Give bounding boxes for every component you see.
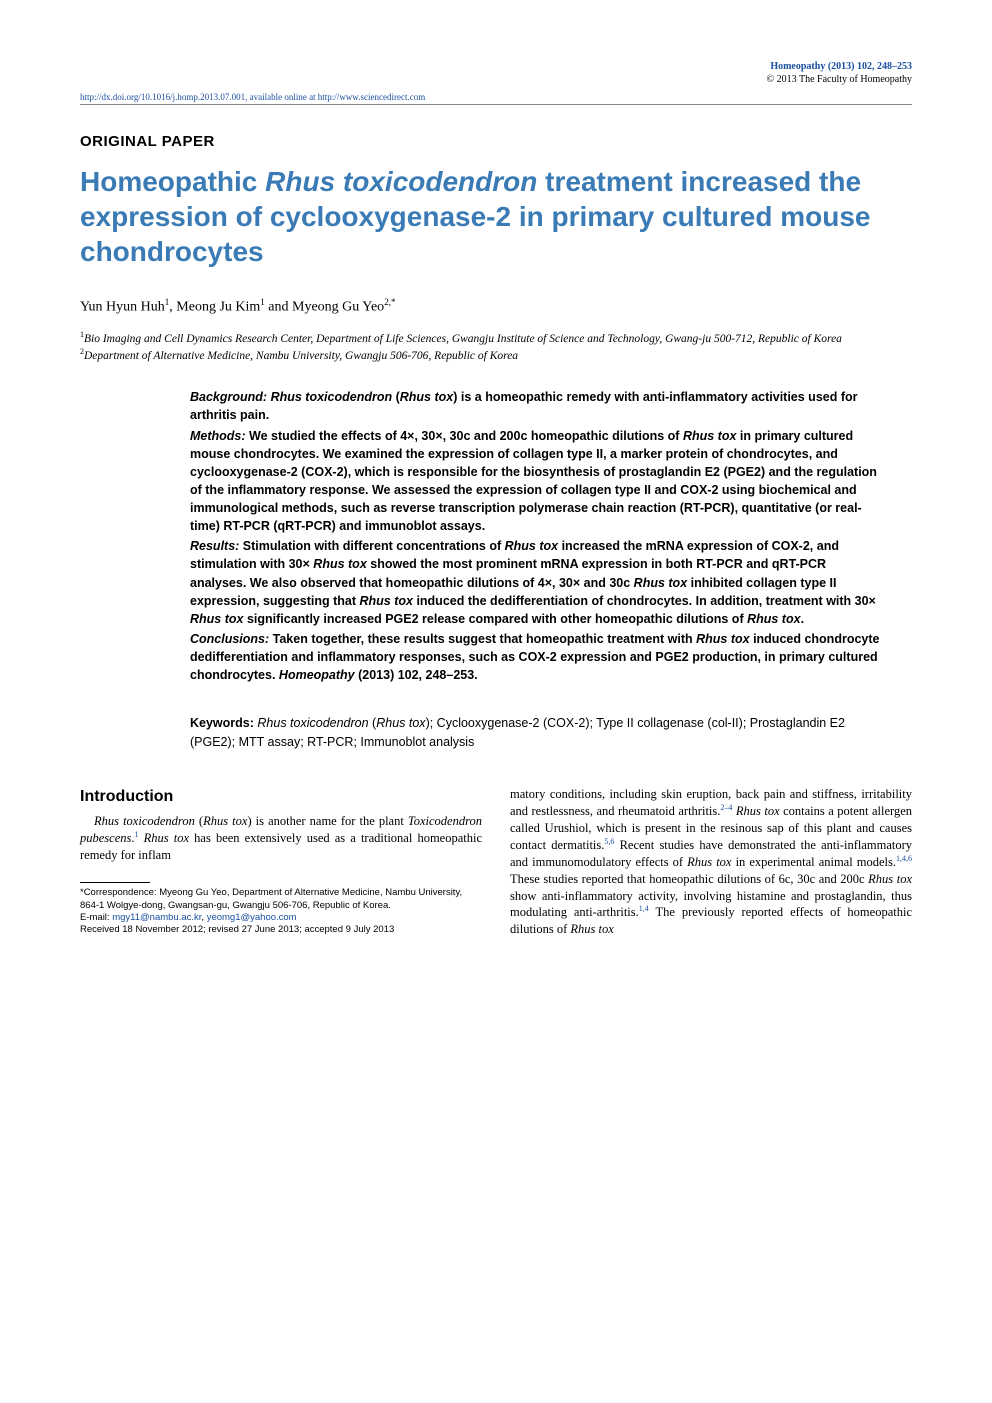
intro-heading: Introduction [80,786,482,808]
author-sep-and: and [265,300,292,315]
footnotes: *Correspondence: Myeong Gu Yeo, Departme… [80,887,482,936]
affiliation-1: 1Bio Imaging and Cell Dynamics Research … [80,330,912,347]
ref-1-4[interactable]: 1,4 [639,904,649,913]
title-species: Rhus toxicodendron [265,166,537,197]
ref-5-6[interactable]: 5,6 [604,837,614,846]
title-text-pre: Homeopathic [80,166,265,197]
received-date: Received 18 November 2012; revised 27 Ju… [80,924,482,936]
intro-paragraph-right: matory conditions, including skin erupti… [510,786,912,939]
footnote-rule [80,882,150,883]
conclusions-label: Conclusions: [190,632,269,646]
email-2[interactable]: yeomg1@yahoo.com [207,912,297,923]
results-label: Results: [190,539,239,553]
abstract-background: Background: Rhus toxicodendron (Rhus tox… [190,388,882,424]
keywords: Keywords: Rhus toxicodendron (Rhus tox);… [190,714,882,752]
email-line: E-mail: mgy11@nambu.ac.kr, yeomg1@yahoo.… [80,912,482,924]
email-1[interactable]: mgy11@nambu.ac.kr [112,912,201,923]
email-label: E-mail: [80,912,112,923]
author-2: Meong Ju Kim [176,300,260,315]
ref-2-4[interactable]: 2–4 [720,803,732,812]
intro-paragraph-left: Rhus toxicodendron (Rhus tox) is another… [80,813,482,864]
ref-1[interactable]: 1 [135,830,139,839]
affil-1-text: Bio Imaging and Cell Dynamics Research C… [84,332,842,344]
affiliations: 1Bio Imaging and Cell Dynamics Research … [80,330,912,365]
header-rule [80,104,912,105]
abstract-results: Results: Stimulation with different conc… [190,537,882,628]
background-label: Background: [190,390,267,404]
abstract-methods: Methods: We studied the effects of 4×, 3… [190,427,882,536]
methods-label: Methods: [190,429,246,443]
doi-link[interactable]: http://dx.doi.org/10.1016/j.homp.2013.07… [80,92,912,102]
correspondence: *Correspondence: Myeong Gu Yeo, Departme… [80,887,482,912]
body-columns: Introduction Rhus toxicodendron (Rhus to… [80,786,912,939]
author-3-affil: 2,* [384,297,395,307]
keywords-label: Keywords: [190,716,257,730]
abstract-conclusions: Conclusions: Taken together, these resul… [190,630,882,684]
abstract-citation: Homeopathy [279,668,355,682]
journal-citation: Homeopathy (2013) 102, 248–253 [80,60,912,73]
abstract: Background: Rhus toxicodendron (Rhus tox… [190,388,882,684]
affil-2-text: Department of Alternative Medicine, Namb… [84,350,518,362]
author-3: Myeong Gu Yeo [292,300,384,315]
journal-header: Homeopathy (2013) 102, 248–253 © 2013 Th… [80,60,912,86]
article-type: ORIGINAL PAPER [80,133,912,150]
left-column: Introduction Rhus toxicodendron (Rhus to… [80,786,482,939]
ref-1-4-6[interactable]: 1,4,6 [896,854,912,863]
authors: Yun Hyun Huh1, Meong Ju Kim1 and Myeong … [80,297,912,316]
affiliation-2: 2Department of Alternative Medicine, Nam… [80,347,912,364]
right-column: matory conditions, including skin erupti… [510,786,912,939]
copyright: © 2013 The Faculty of Homeopathy [80,73,912,86]
author-1: Yun Hyun Huh [80,300,165,315]
article-title: Homeopathic Rhus toxicodendron treatment… [80,164,912,269]
